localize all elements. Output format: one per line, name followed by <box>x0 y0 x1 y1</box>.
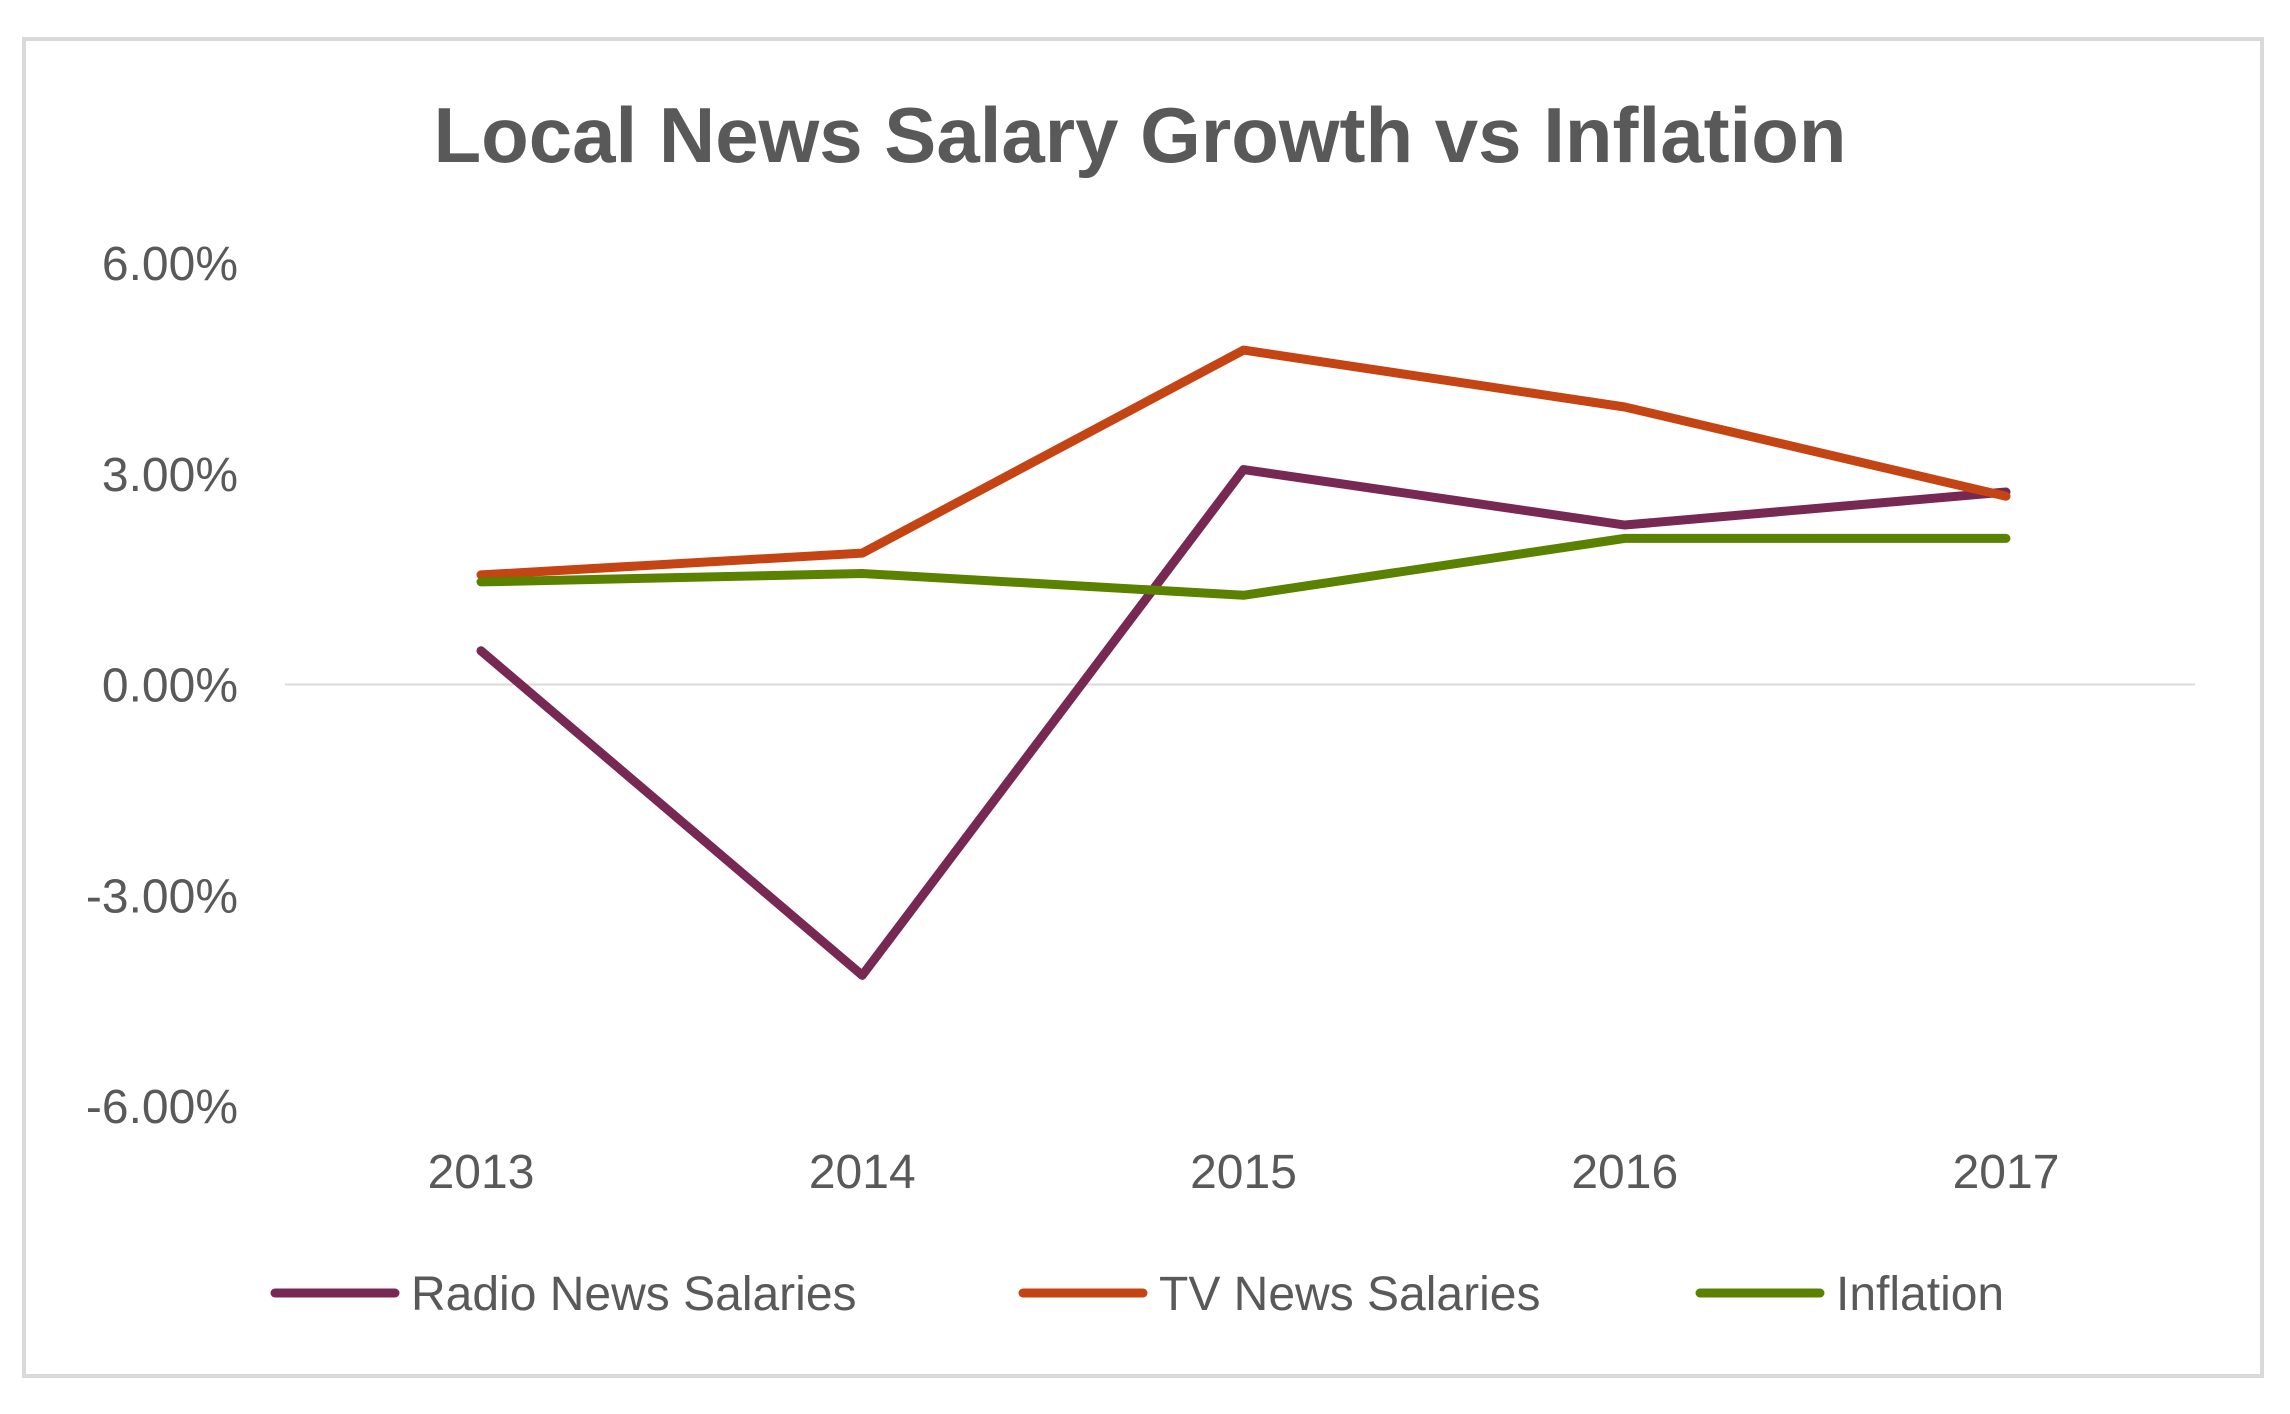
legend-item: Radio News Salaries <box>270 1268 857 1321</box>
legend-item: TV News Salaries <box>1018 1268 1540 1321</box>
x-tick-label: 2014 <box>809 1146 916 1199</box>
legend-label: Inflation <box>1836 1268 2004 1321</box>
legend-label: TV News Salaries <box>1159 1268 1540 1321</box>
series-line-radio-news-salaries <box>476 465 2011 980</box>
series-line-inflation <box>476 533 2011 600</box>
y-tick-label: -6.00% <box>86 1081 238 1134</box>
legend-item: Inflation <box>1695 1268 2004 1321</box>
x-tick-label: 2015 <box>1190 1146 1297 1199</box>
legend: Radio News Salaries TV News Salaries Infla… <box>270 1268 2004 1321</box>
y-tick-label: 6.00% <box>102 238 238 291</box>
chart-title: Local News Salary Growth vs Inflation <box>433 91 1846 179</box>
x-tick-label: 2016 <box>1571 1146 1678 1199</box>
x-tick-label: 2013 <box>428 1146 535 1199</box>
x-axis: 2013 2014 2015 2016 2017 <box>428 1146 2060 1199</box>
y-tick-label: 3.00% <box>102 449 238 502</box>
y-tick-label: 0.00% <box>102 660 238 713</box>
legend-label: Radio News Salaries <box>411 1268 857 1321</box>
x-tick-label: 2017 <box>1953 1146 2060 1199</box>
y-tick-label: -3.00% <box>86 870 238 923</box>
y-axis: 6.00% 3.00% 0.00% -3.00% -6.00% <box>86 238 238 1134</box>
series-lines <box>476 345 2011 980</box>
chart-frame <box>22 37 2264 1378</box>
